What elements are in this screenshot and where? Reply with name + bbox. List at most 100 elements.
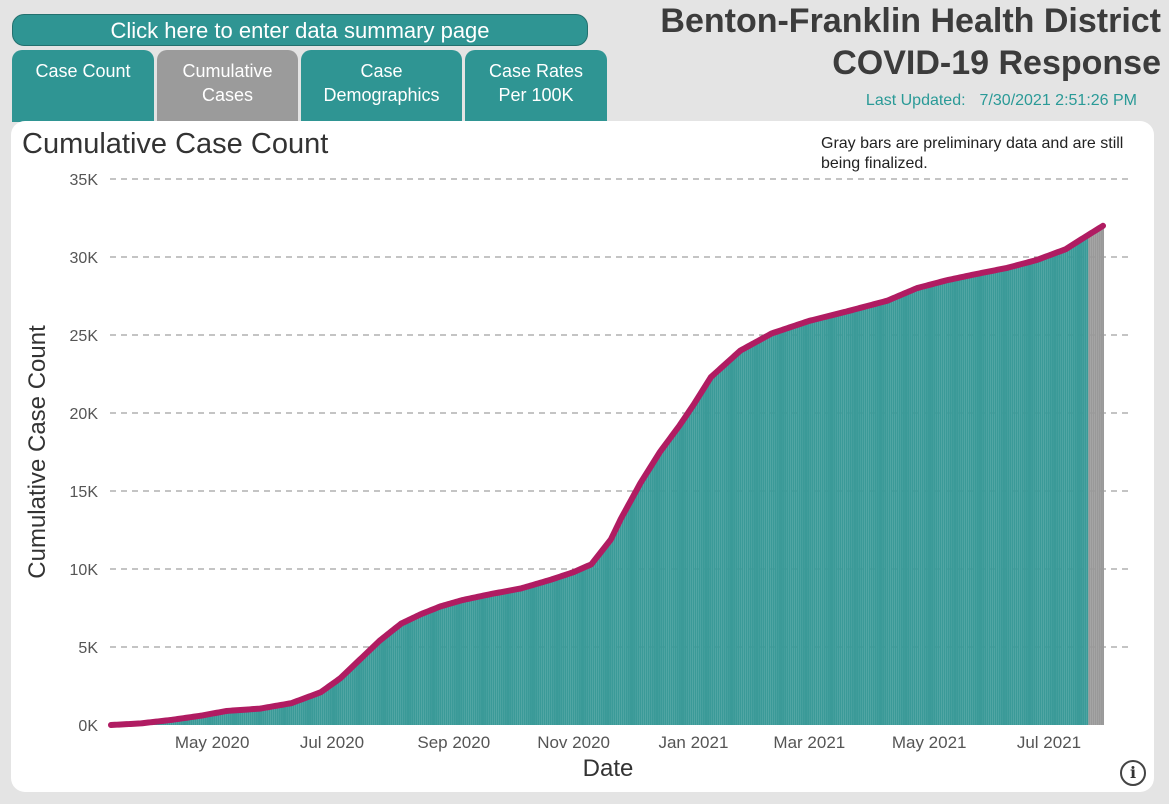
bar <box>392 629 395 725</box>
bar <box>735 354 738 725</box>
bar <box>498 592 501 725</box>
bar <box>909 290 912 725</box>
bar <box>770 333 773 725</box>
y-tick-label: 15K <box>70 484 99 501</box>
bar <box>586 566 589 725</box>
bar <box>1053 253 1055 725</box>
bar <box>494 593 497 725</box>
bar <box>507 590 510 725</box>
bar <box>427 611 430 725</box>
bar <box>847 311 850 725</box>
bar <box>574 571 577 725</box>
bar <box>417 615 420 725</box>
bar <box>309 695 312 725</box>
bar <box>190 717 193 725</box>
bar <box>549 579 552 725</box>
bar <box>623 511 626 725</box>
bar <box>282 704 285 725</box>
tab-case-count[interactable]: Case Count <box>12 50 154 122</box>
bar <box>1043 257 1046 725</box>
bar <box>649 467 652 725</box>
bar <box>688 410 691 725</box>
bar <box>823 317 826 725</box>
bar <box>419 614 422 725</box>
y-tick-label: 35K <box>70 172 99 189</box>
bar <box>1086 235 1089 726</box>
bar <box>749 345 752 725</box>
bar <box>764 336 767 725</box>
bar <box>719 368 722 725</box>
x-tick-label: Jan 2021 <box>658 733 728 752</box>
bar <box>954 278 957 725</box>
info-icon[interactable]: i <box>1120 760 1146 786</box>
bar <box>1041 257 1044 725</box>
bar <box>533 584 536 725</box>
bar <box>931 284 934 725</box>
bar <box>545 581 548 725</box>
bar <box>756 340 759 725</box>
bar <box>400 623 403 725</box>
bar <box>486 594 489 725</box>
bar <box>453 602 456 725</box>
bar <box>900 294 903 725</box>
bar <box>990 271 993 725</box>
bar <box>253 709 256 725</box>
bar <box>902 294 905 725</box>
bar <box>849 310 852 725</box>
bar <box>778 330 781 725</box>
bar <box>474 597 477 725</box>
bar <box>1000 269 1003 725</box>
bar <box>349 668 352 725</box>
bar <box>458 600 461 725</box>
bar <box>811 319 814 725</box>
bar <box>194 716 197 725</box>
bar <box>213 713 216 725</box>
bar <box>484 595 487 725</box>
bar <box>1054 252 1057 725</box>
bar <box>509 590 512 725</box>
bar <box>178 718 181 725</box>
bar <box>974 274 977 725</box>
tab-cumulative-cases[interactable]: Cumulative Cases <box>157 50 298 122</box>
bar <box>553 578 556 725</box>
bar <box>960 277 963 725</box>
tab-case-demographics[interactable]: Case Demographics <box>301 50 462 122</box>
bar <box>260 708 263 725</box>
bar <box>390 631 393 725</box>
bar <box>204 714 207 725</box>
bar <box>337 679 340 725</box>
bar <box>411 617 414 725</box>
bar <box>274 705 277 725</box>
bar <box>578 569 581 725</box>
summary-page-button[interactable]: Click here to enter data summary page <box>12 14 588 46</box>
bar <box>694 402 697 725</box>
bar <box>588 565 591 725</box>
y-tick-label: 10K <box>70 562 99 579</box>
y-tick-label: 5K <box>78 640 98 657</box>
bar <box>368 650 371 725</box>
bar <box>343 674 346 725</box>
bar <box>994 270 997 725</box>
bar <box>394 628 397 725</box>
bar <box>745 347 748 725</box>
bar <box>1039 258 1042 725</box>
bar <box>460 600 463 725</box>
bar <box>645 473 648 725</box>
bar <box>933 283 936 725</box>
bar <box>251 709 254 725</box>
bar <box>792 326 795 725</box>
bar <box>606 544 608 725</box>
bar <box>725 362 728 725</box>
bar <box>217 712 220 725</box>
bar <box>247 709 250 725</box>
tab-case-rates[interactable]: Case Rates Per 100K <box>465 50 607 122</box>
bar <box>370 648 373 725</box>
x-tick-label: Jul 2021 <box>1017 733 1081 752</box>
bar <box>794 325 797 725</box>
preliminary-bar <box>1092 231 1095 725</box>
x-tick-label: May 2021 <box>892 733 967 752</box>
bar <box>637 486 640 725</box>
bar <box>543 581 546 725</box>
bar <box>206 714 209 725</box>
bar <box>1013 265 1016 725</box>
